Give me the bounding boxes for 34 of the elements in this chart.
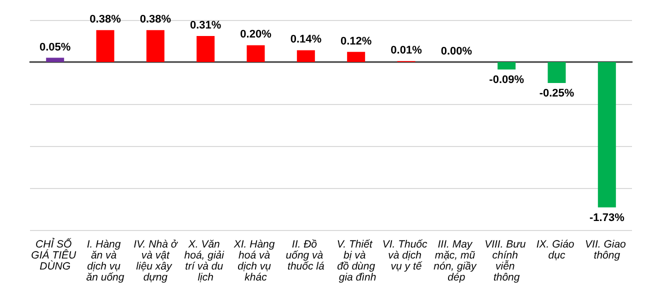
- data-label: 0.38%: [140, 14, 172, 26]
- x-tick-label: III. May mặc, mũ nón, giầy dép: [434, 238, 480, 284]
- bar: [548, 62, 566, 83]
- x-tick-label: XI. Hàng hoá và dịch vụ khác: [232, 238, 278, 284]
- x-tick-label: VIII. Bưu chính viễn thông: [484, 238, 529, 284]
- data-label: -0.09%: [489, 74, 524, 86]
- bar: [146, 30, 164, 62]
- x-tick-label: V. Thiết bị và đồ dùng gia đình: [336, 238, 376, 284]
- x-tick-label: VI. Thuốc và dịch vụ y tế: [382, 238, 430, 272]
- x-tick-label: X. Văn hoá, giải trí và du lịch: [184, 238, 227, 284]
- x-tick-label: IX. Giáo dục: [536, 238, 578, 262]
- x-tick-label: CHỈ SỐ GIÁ TIÊU DÙNG: [31, 238, 80, 272]
- data-label: 0.12%: [340, 35, 372, 48]
- data-label: -0.25%: [539, 88, 574, 100]
- bar: [347, 52, 366, 62]
- bar: [96, 30, 114, 62]
- bar: [196, 36, 215, 62]
- x-tick-label: IV. Nhà ở và vật liệu xây dựng: [134, 238, 179, 284]
- x-tick-label: I. Hàng ăn và dịch vụ ăn uống: [86, 238, 124, 284]
- data-label: 0.01%: [390, 44, 422, 57]
- data-label: -1.73%: [589, 212, 625, 224]
- data-label: 0.31%: [190, 19, 222, 32]
- data-label: 0.05%: [39, 41, 71, 54]
- bar: [498, 62, 516, 70]
- data-label: 0.00%: [440, 46, 472, 58]
- x-tick-label: II. Đồ uống và thuốc lá: [286, 238, 326, 272]
- data-label: 0.14%: [290, 34, 322, 46]
- bar: [296, 50, 315, 62]
- bar: [46, 58, 64, 62]
- x-tick-label: VII. Giao thông: [585, 238, 629, 262]
- data-label: 0.38%: [90, 14, 122, 26]
- bar: [598, 62, 616, 208]
- bar: [246, 45, 265, 62]
- data-label: 0.20%: [240, 28, 272, 41]
